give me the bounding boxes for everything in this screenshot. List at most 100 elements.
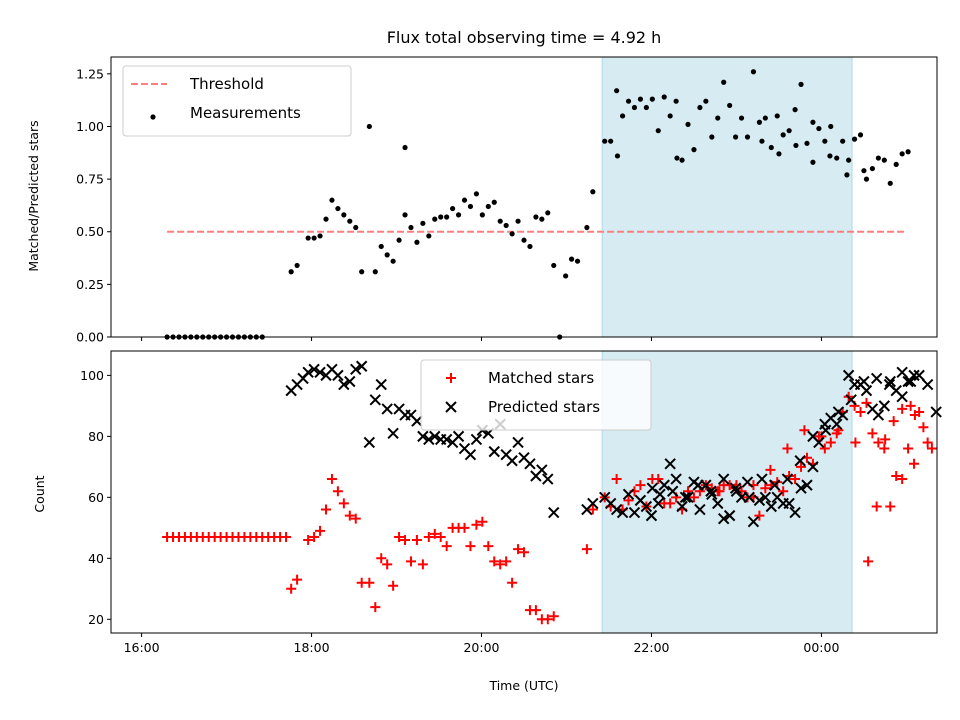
matched-stars-point <box>879 443 890 454</box>
measurement-point <box>574 258 581 264</box>
bottom-y-tick-label: 40 <box>88 551 104 566</box>
measurement-point <box>697 104 703 111</box>
measurement-point <box>810 159 816 165</box>
predicted-stars-point <box>930 406 942 418</box>
predicted-stars-point <box>896 391 908 403</box>
measurement-point <box>776 151 782 157</box>
matched-stars-point <box>435 531 446 542</box>
predicted-stars-point <box>860 384 873 397</box>
measurement-point <box>667 113 673 119</box>
predicted-stars-point <box>801 479 813 491</box>
measurement-point <box>335 205 341 212</box>
measurement-point <box>503 222 509 229</box>
measurement-point <box>679 157 685 163</box>
matched-stars-point <box>286 583 297 594</box>
predicted-stars-point <box>904 375 917 388</box>
matched-stars-point <box>799 425 810 436</box>
predicted-stars-point <box>858 375 870 388</box>
measurement-point <box>390 258 396 264</box>
measurement-point <box>738 115 745 121</box>
measurement-point <box>323 216 329 222</box>
top-y-tick-label: 0.25 <box>76 277 104 292</box>
measurement-point <box>744 134 751 140</box>
predicted-stars-point <box>302 366 314 379</box>
bottom-axes-frame <box>110 350 938 634</box>
matched-stars-point <box>320 504 331 515</box>
matched-stars-point <box>873 437 884 448</box>
matched-stars-point <box>548 611 559 622</box>
matched-stars-point <box>885 501 896 512</box>
predicted-stars-point <box>587 497 599 510</box>
measurement-point <box>727 102 733 109</box>
measurement-point <box>602 138 608 144</box>
measurement-point <box>822 138 828 144</box>
top-panel: 0.00 0.25 0.50 0.75 1.00 1.25 Threshold Measure… <box>76 56 938 345</box>
matched-stars-point <box>760 483 771 494</box>
matched-stars-point <box>880 434 891 445</box>
matched-stars-point <box>459 522 470 533</box>
predicted-stars-point <box>679 491 692 504</box>
measurement-point <box>305 235 311 241</box>
measurement-point <box>533 214 539 220</box>
predicted-stars-point <box>741 476 754 488</box>
matched-stars-point <box>581 544 592 555</box>
measurement-point <box>661 94 667 100</box>
predicted-stars-point <box>878 400 891 412</box>
measurement-point <box>402 144 408 151</box>
measurement-point <box>539 216 545 222</box>
measurement-point <box>341 212 347 218</box>
predicted-stars-point <box>664 458 676 470</box>
matched-stars-point <box>542 614 553 625</box>
matched-stars-point <box>754 510 765 521</box>
measurement-point <box>834 155 840 161</box>
measurement-point <box>432 216 438 222</box>
measurement-point <box>378 243 384 250</box>
measurement-point <box>426 233 432 239</box>
measurement-point <box>420 220 426 226</box>
matched-stars-point <box>344 510 355 521</box>
matched-stars-point <box>867 428 878 439</box>
measurement-point <box>497 218 503 224</box>
measurement-point <box>563 273 569 279</box>
predicted-stars-point <box>807 461 819 473</box>
measurement-point <box>905 149 911 155</box>
measurement-point <box>521 237 527 243</box>
measurement-point <box>768 144 774 151</box>
predicted-stars-point <box>783 497 795 510</box>
matched-stars-point <box>292 574 303 585</box>
measurement-point <box>414 239 420 245</box>
matched-stars-point <box>765 464 776 475</box>
measurement-point <box>479 212 485 218</box>
measurement-point <box>366 123 372 130</box>
top-y-tick-label: 1.00 <box>76 119 104 134</box>
predicted-stars-point <box>872 409 885 421</box>
measurement-point <box>643 104 649 111</box>
matched-stars-point <box>688 492 699 503</box>
matched-stars-point <box>338 498 349 509</box>
predicted-stars-point <box>795 482 807 494</box>
matched-stars-point <box>411 535 422 546</box>
bottom-y-tick-label: 60 <box>88 490 104 505</box>
predicted-stars-point <box>908 369 920 382</box>
x-axis-label: Time (UTC) <box>488 678 558 693</box>
predicted-stars-point <box>743 491 755 504</box>
predicted-stars-point <box>768 479 781 491</box>
matched-stars-point <box>495 559 506 570</box>
matched-stars-point <box>429 528 440 539</box>
matched-stars-point <box>796 461 807 472</box>
matched-stars-point <box>417 559 428 570</box>
matched-stars-point <box>350 513 361 524</box>
measurement-point <box>485 203 491 210</box>
matched-stars-point <box>790 474 801 485</box>
predicted-stars-point <box>363 436 376 449</box>
matched-stars-point <box>382 559 393 570</box>
predicted-stars-point <box>717 512 730 525</box>
predicted-stars-point <box>831 418 843 430</box>
predicted-stars-point <box>883 378 896 391</box>
predicted-stars-point <box>344 375 356 388</box>
legend-matched-swatch <box>446 373 456 383</box>
predicted-stars-point <box>628 506 641 519</box>
measurement-point <box>750 69 757 75</box>
predicted-stars-point <box>759 491 772 504</box>
measurement-point <box>759 138 765 144</box>
